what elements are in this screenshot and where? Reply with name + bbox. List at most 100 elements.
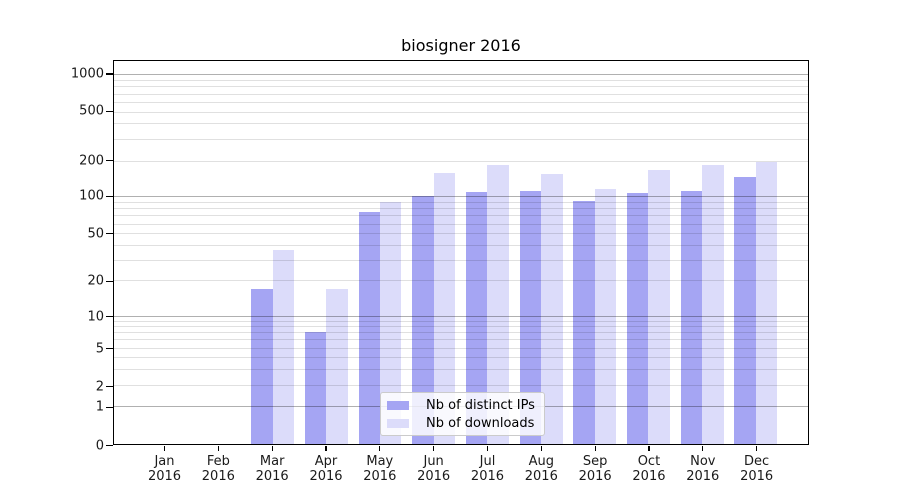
x-tick-mark xyxy=(648,445,650,451)
gridline xyxy=(114,385,808,387)
x-tick-mark xyxy=(756,445,758,451)
bar-distinct-ips-sep xyxy=(573,200,595,444)
y-tick-mark xyxy=(106,233,113,235)
gridline xyxy=(114,339,808,341)
bar-downloads-oct xyxy=(648,169,670,444)
gridline xyxy=(114,123,808,125)
bar-distinct-ips-jun xyxy=(412,196,434,444)
gridline xyxy=(114,223,808,225)
x-tick-label: Dec 2016 xyxy=(740,454,774,484)
bars-layer xyxy=(114,61,808,444)
x-tick-mark xyxy=(217,445,219,451)
bar-distinct-ips-nov xyxy=(680,190,703,444)
x-tick-label: Aug 2016 xyxy=(524,454,558,484)
y-tick-label: 0 xyxy=(95,438,104,453)
gridline xyxy=(114,160,808,162)
x-tick-label: Jan 2016 xyxy=(147,454,182,484)
bar-distinct-ips-jul xyxy=(465,191,488,444)
bar-downloads-dec xyxy=(755,161,778,444)
gridline xyxy=(114,208,808,210)
gridline xyxy=(114,80,808,82)
x-tick-mark xyxy=(594,445,596,451)
gridline xyxy=(114,320,808,322)
legend-swatch-distinct-ips xyxy=(387,400,409,410)
bar-distinct-ips-dec xyxy=(734,177,756,444)
gridline xyxy=(114,101,808,103)
y-tick-label: 10 xyxy=(87,309,104,325)
x-tick-mark xyxy=(271,445,273,451)
x-tick-label: Jul 2016 xyxy=(470,454,505,484)
grid-layer xyxy=(114,61,808,444)
bar-downloads-nov xyxy=(702,164,724,444)
bar-downloads-jun xyxy=(433,172,456,444)
x-tick-mark xyxy=(163,445,166,451)
y-tick-label: 100 xyxy=(79,188,104,204)
y-tick-label: 5 xyxy=(95,341,104,357)
bar-distinct-ips-oct xyxy=(626,193,649,444)
x-tick-label: Oct 2016 xyxy=(632,454,666,484)
y-tick-label: 1000 xyxy=(70,66,104,82)
gridline xyxy=(114,332,808,334)
gridline xyxy=(114,111,808,113)
legend-label-downloads: Nb of downloads xyxy=(426,415,535,431)
gridline xyxy=(114,196,808,198)
x-tick-label: May 2016 xyxy=(363,454,397,484)
x-tick-label: Nov 2016 xyxy=(686,454,720,484)
y-tick-mark xyxy=(106,385,113,388)
y-tick-mark xyxy=(106,280,113,282)
x-tick-mark xyxy=(379,445,381,451)
x-tick-mark xyxy=(486,445,489,451)
bar-downloads-may xyxy=(380,201,402,444)
y-tick-mark xyxy=(106,406,113,408)
x-tick-mark xyxy=(433,445,435,451)
bar-downloads-sep xyxy=(594,189,617,444)
gridline xyxy=(114,74,808,76)
gridline xyxy=(114,93,808,95)
x-tick-label: Sep 2016 xyxy=(578,454,612,484)
plot-area: Nb of distinct IPs Nb of downloads xyxy=(113,60,809,445)
x-tick-mark xyxy=(540,445,542,451)
legend-swatch-downloads xyxy=(387,418,409,428)
gridline xyxy=(114,244,808,246)
gridline xyxy=(114,347,808,349)
y-tick-mark xyxy=(106,348,113,350)
y-tick-label: 1 xyxy=(95,399,104,415)
bar-distinct-ips-aug xyxy=(519,191,542,444)
bar-downloads-mar xyxy=(272,250,295,444)
legend-label-distinct-ips: Nb of distinct IPs xyxy=(426,397,535,413)
y-tick-mark xyxy=(106,444,113,447)
gridline xyxy=(114,86,808,88)
bar-distinct-ips-may xyxy=(358,211,381,444)
y-tick-label: 200 xyxy=(79,153,104,169)
chart-title: biosigner 2016 xyxy=(401,36,521,55)
y-tick-mark xyxy=(106,315,113,318)
bar-downloads-aug xyxy=(541,174,563,444)
y-tick-label: 2 xyxy=(95,379,104,395)
gridline xyxy=(114,138,808,140)
y-tick-label: 50 xyxy=(87,226,104,242)
bar-downloads-apr xyxy=(326,288,348,444)
y-tick-mark xyxy=(106,73,113,75)
legend: Nb of distinct IPs Nb of downloads xyxy=(380,392,545,436)
x-tick-label: Feb 2016 xyxy=(201,454,235,484)
y-tick-mark xyxy=(106,195,113,197)
gridline xyxy=(114,326,808,328)
x-tick-mark xyxy=(702,445,704,451)
bar-distinct-ips-apr xyxy=(304,332,327,444)
x-tick-label: Apr 2016 xyxy=(309,454,343,484)
gridline xyxy=(114,368,808,370)
legend-item-downloads: Nb of downloads xyxy=(387,416,538,431)
gridline xyxy=(114,259,808,261)
gridline xyxy=(114,201,808,203)
x-tick-label: Mar 2016 xyxy=(255,454,289,484)
y-tick-mark xyxy=(106,110,113,112)
bar-distinct-ips-mar xyxy=(251,288,273,444)
y-tick-label: 500 xyxy=(79,103,104,119)
x-tick-label: Jun 2016 xyxy=(417,454,451,484)
gridline xyxy=(114,357,808,358)
x-tick-mark xyxy=(325,445,327,451)
y-tick-mark xyxy=(106,160,113,162)
y-tick-label: 20 xyxy=(87,273,104,289)
bar-downloads-jul xyxy=(487,165,509,444)
